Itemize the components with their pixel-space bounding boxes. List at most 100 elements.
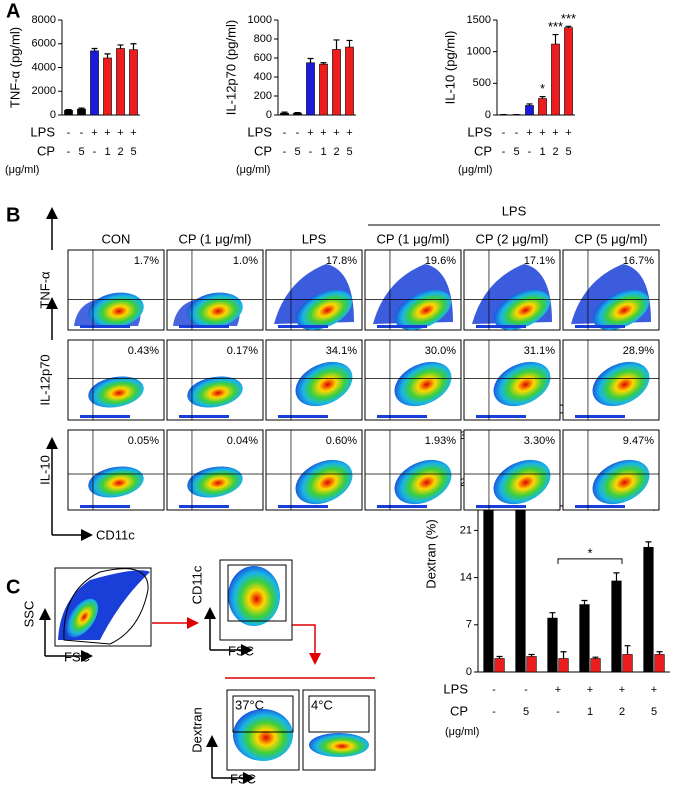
bar bbox=[280, 112, 289, 116]
bar bbox=[515, 486, 526, 673]
error-bar bbox=[624, 645, 631, 655]
flow-density bbox=[295, 290, 353, 330]
flow-density bbox=[592, 361, 650, 407]
y-tick-label: 400 bbox=[254, 71, 272, 83]
flow-baseline bbox=[80, 325, 130, 328]
flow-baseline bbox=[476, 415, 526, 418]
flow-density bbox=[493, 290, 551, 330]
flow-baseline bbox=[278, 325, 328, 328]
row-value: + bbox=[104, 127, 110, 139]
percent-label: 0.04% bbox=[227, 435, 258, 447]
error-bar bbox=[549, 612, 556, 619]
y-tick-label: 1000 bbox=[248, 14, 272, 26]
percent-label: 1.93% bbox=[425, 435, 456, 447]
error-bar bbox=[592, 656, 599, 659]
flow-baseline bbox=[476, 505, 526, 508]
error-bar bbox=[552, 33, 559, 45]
error-bar bbox=[645, 541, 652, 548]
row-value: - bbox=[67, 127, 71, 139]
error-bar bbox=[104, 53, 111, 58]
column-header: CON bbox=[102, 231, 131, 246]
significance: * bbox=[587, 545, 592, 560]
percent-label: 1.7% bbox=[134, 255, 159, 267]
flow-baseline bbox=[575, 505, 625, 508]
flow-density bbox=[309, 733, 369, 757]
row-value: 1 bbox=[320, 146, 326, 158]
bar bbox=[90, 50, 99, 116]
flow-density bbox=[233, 709, 293, 761]
significance: *** bbox=[561, 11, 576, 26]
error-bar bbox=[613, 572, 620, 581]
flow-baseline bbox=[278, 505, 328, 508]
row-value: + bbox=[333, 127, 339, 139]
bar bbox=[558, 658, 569, 673]
flow-baseline bbox=[575, 325, 625, 328]
row-value: 2 bbox=[333, 146, 339, 158]
row-value: + bbox=[117, 127, 123, 139]
row-label: CP bbox=[254, 143, 272, 158]
flow-baseline bbox=[80, 505, 130, 508]
y-tick-label: 0 bbox=[266, 109, 272, 121]
row-value: - bbox=[524, 684, 528, 696]
flow-density bbox=[394, 290, 452, 330]
bar bbox=[64, 109, 73, 116]
y-axis-label: Dextran bbox=[189, 707, 204, 753]
row-value: + bbox=[619, 684, 625, 696]
row-value: - bbox=[309, 146, 313, 158]
percent-label: 0.43% bbox=[128, 345, 159, 357]
panel-label: A bbox=[6, 0, 20, 22]
bar bbox=[526, 656, 537, 673]
percent-label: 28.9% bbox=[623, 345, 654, 357]
row-value: - bbox=[502, 127, 506, 139]
unit-label: (μg/ml) bbox=[458, 164, 492, 176]
y-tick-label: 6000 bbox=[32, 38, 56, 50]
unit-label: (μg/ml) bbox=[5, 164, 39, 176]
gate bbox=[308, 695, 370, 733]
row-value: - bbox=[283, 146, 287, 158]
y-tick-label: 0 bbox=[485, 109, 491, 121]
percent-label: 9.47% bbox=[623, 435, 654, 447]
panel-label: B bbox=[6, 204, 20, 226]
error-bar bbox=[565, 25, 572, 28]
percent-label: 17.8% bbox=[326, 255, 357, 267]
row-value: - bbox=[528, 146, 532, 158]
error-bar bbox=[581, 599, 588, 605]
error-bar bbox=[346, 39, 353, 48]
row-value: + bbox=[91, 127, 97, 139]
flow-plot bbox=[302, 689, 376, 771]
percent-label: 17.1% bbox=[524, 255, 555, 267]
percent-label: 19.6% bbox=[425, 255, 456, 267]
flow-baseline bbox=[179, 505, 229, 508]
y-axis-label: CD11c bbox=[189, 565, 204, 604]
x-axis-label: FSC bbox=[230, 771, 256, 786]
error-bar bbox=[320, 62, 327, 65]
flow-density bbox=[295, 361, 353, 407]
error-bar bbox=[528, 653, 535, 657]
row-label: LPS bbox=[247, 124, 272, 139]
x-axis-label: FSC bbox=[64, 649, 90, 664]
flow-density bbox=[228, 566, 280, 626]
row-value: - bbox=[93, 146, 97, 158]
row-label: CP bbox=[450, 703, 468, 718]
column-header: CP (5 μg/ml) bbox=[575, 231, 648, 246]
percent-label: 34.1% bbox=[326, 345, 357, 357]
gate bbox=[63, 568, 149, 645]
bar bbox=[611, 580, 622, 673]
y-tick-label: 500 bbox=[473, 77, 491, 89]
y-tick-label: 1500 bbox=[467, 14, 491, 26]
row-value: 5 bbox=[651, 706, 657, 718]
bar bbox=[538, 98, 547, 116]
row-label: LPS bbox=[467, 124, 492, 139]
unit-label: (μg/ml) bbox=[445, 726, 479, 738]
bar bbox=[494, 658, 505, 673]
flow-baseline bbox=[278, 415, 328, 418]
flow-density bbox=[394, 459, 452, 505]
bar bbox=[332, 49, 341, 116]
error-bar bbox=[91, 47, 98, 51]
error-bar bbox=[307, 57, 314, 63]
y-axis-label: SSC bbox=[21, 601, 36, 628]
row-value: + bbox=[552, 127, 558, 139]
bar bbox=[77, 108, 86, 116]
column-header: LPS bbox=[302, 231, 327, 246]
